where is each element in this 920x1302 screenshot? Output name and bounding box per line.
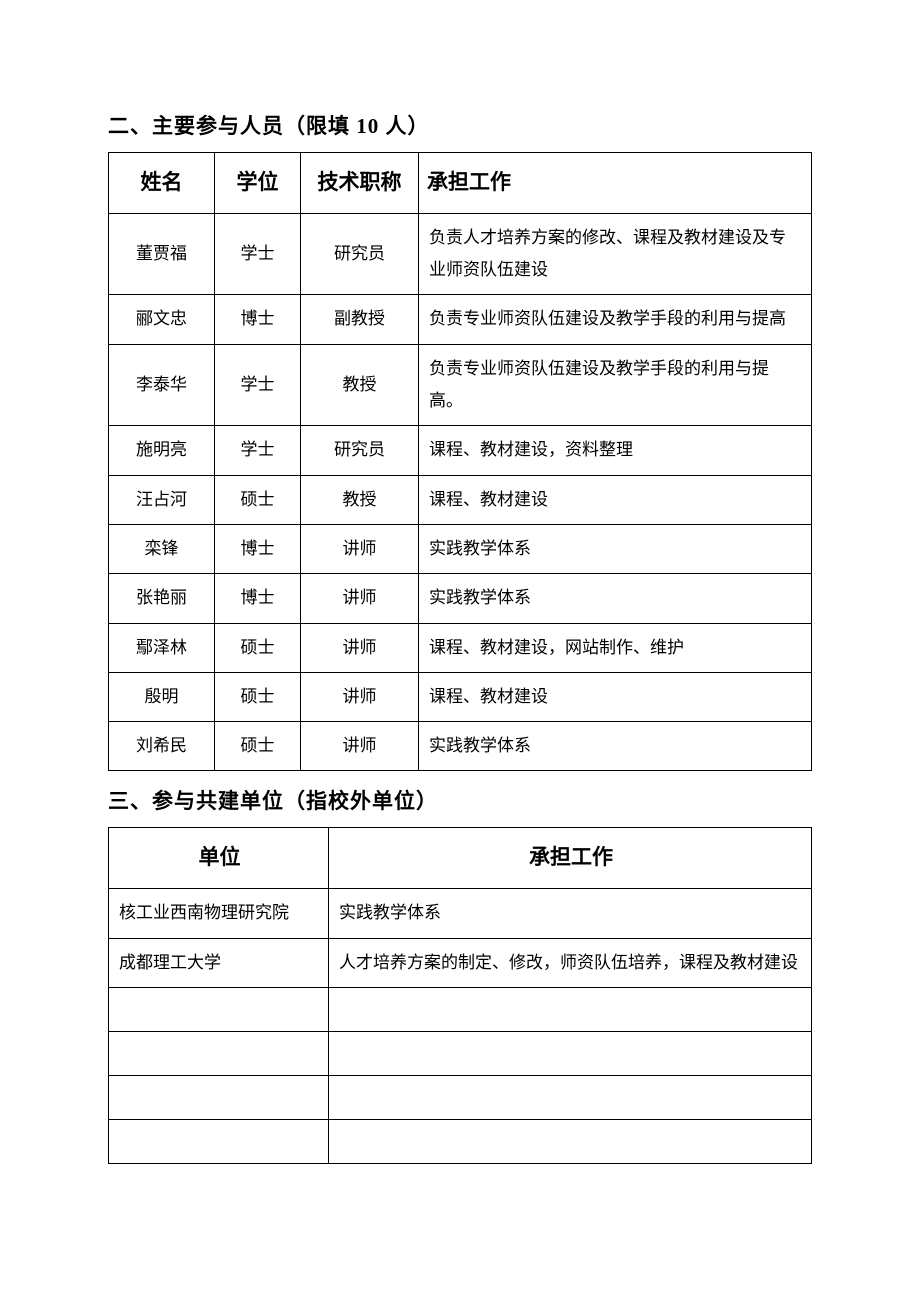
cell-name: 汪占河 bbox=[109, 475, 215, 524]
cell-name: 郦文忠 bbox=[109, 295, 215, 344]
col-header-unit: 单位 bbox=[109, 828, 329, 889]
table-row: 成都理工大学 人才培养方案的制定、修改，师资队伍培养，课程及教材建设 bbox=[109, 938, 812, 987]
cell-unit: 成都理工大学 bbox=[109, 938, 329, 987]
cell-work: 负责专业师资队伍建设及教学手段的利用与提高。 bbox=[419, 344, 812, 426]
cell-title: 教授 bbox=[301, 344, 419, 426]
cell-title: 讲师 bbox=[301, 672, 419, 721]
section1-heading: 二、主要参与人员（限填 10 人） bbox=[108, 110, 812, 140]
cell-name: 刘希民 bbox=[109, 722, 215, 771]
table-row bbox=[109, 1075, 812, 1119]
cell-unit-work: 实践教学体系 bbox=[329, 889, 812, 938]
cell-degree: 博士 bbox=[215, 295, 301, 344]
col-header-name: 姓名 bbox=[109, 153, 215, 214]
cell-work: 实践教学体系 bbox=[419, 722, 812, 771]
cell-title: 讲师 bbox=[301, 623, 419, 672]
cell-degree: 硕士 bbox=[215, 722, 301, 771]
cell-degree: 硕士 bbox=[215, 672, 301, 721]
section2-heading: 三、参与共建单位（指校外单位） bbox=[108, 785, 812, 815]
cell-title: 研究员 bbox=[301, 426, 419, 475]
cell-degree: 博士 bbox=[215, 574, 301, 623]
table-row bbox=[109, 1031, 812, 1075]
cell-name: 鄢泽林 bbox=[109, 623, 215, 672]
participants-table: 姓名 学位 技术职称 承担工作 董贾福 学士 研究员 负责人才培养方案的修改、课… bbox=[108, 152, 812, 771]
table-row: 施明亮 学士 研究员 课程、教材建设，资料整理 bbox=[109, 426, 812, 475]
table-row: 栾锋 博士 讲师 实践教学体系 bbox=[109, 524, 812, 573]
cell-title: 研究员 bbox=[301, 213, 419, 295]
cell-degree: 博士 bbox=[215, 524, 301, 573]
col-header-degree: 学位 bbox=[215, 153, 301, 214]
col-header-work: 承担工作 bbox=[419, 153, 812, 214]
table-row: 李泰华 学士 教授 负责专业师资队伍建设及教学手段的利用与提高。 bbox=[109, 344, 812, 426]
cell-unit bbox=[109, 1075, 329, 1119]
partner-units-table: 单位 承担工作 核工业西南物理研究院 实践教学体系 成都理工大学 人才培养方案的… bbox=[108, 827, 812, 1163]
table-row: 刘希民 硕士 讲师 实践教学体系 bbox=[109, 722, 812, 771]
col-header-unit-work: 承担工作 bbox=[329, 828, 812, 889]
cell-unit bbox=[109, 1119, 329, 1163]
cell-title: 讲师 bbox=[301, 722, 419, 771]
cell-title: 副教授 bbox=[301, 295, 419, 344]
cell-name: 李泰华 bbox=[109, 344, 215, 426]
cell-unit-work bbox=[329, 1075, 812, 1119]
table-row bbox=[109, 987, 812, 1031]
cell-name: 殷明 bbox=[109, 672, 215, 721]
cell-work: 课程、教材建设 bbox=[419, 672, 812, 721]
table-row: 汪占河 硕士 教授 课程、教材建设 bbox=[109, 475, 812, 524]
cell-work: 负责专业师资队伍建设及教学手段的利用与提高 bbox=[419, 295, 812, 344]
cell-name: 施明亮 bbox=[109, 426, 215, 475]
table-row: 张艳丽 博士 讲师 实践教学体系 bbox=[109, 574, 812, 623]
col-header-title: 技术职称 bbox=[301, 153, 419, 214]
cell-degree: 硕士 bbox=[215, 475, 301, 524]
cell-unit-work bbox=[329, 1119, 812, 1163]
cell-unit: 核工业西南物理研究院 bbox=[109, 889, 329, 938]
cell-degree: 硕士 bbox=[215, 623, 301, 672]
cell-title: 讲师 bbox=[301, 574, 419, 623]
cell-work: 课程、教材建设，网站制作、维护 bbox=[419, 623, 812, 672]
cell-unit-work: 人才培养方案的制定、修改，师资队伍培养，课程及教材建设 bbox=[329, 938, 812, 987]
cell-unit bbox=[109, 1031, 329, 1075]
table-row: 殷明 硕士 讲师 课程、教材建设 bbox=[109, 672, 812, 721]
cell-unit-work bbox=[329, 987, 812, 1031]
cell-work: 课程、教材建设 bbox=[419, 475, 812, 524]
table-row: 郦文忠 博士 副教授 负责专业师资队伍建设及教学手段的利用与提高 bbox=[109, 295, 812, 344]
cell-name: 张艳丽 bbox=[109, 574, 215, 623]
table-row: 鄢泽林 硕士 讲师 课程、教材建设，网站制作、维护 bbox=[109, 623, 812, 672]
cell-work: 负责人才培养方案的修改、课程及教材建设及专业师资队伍建设 bbox=[419, 213, 812, 295]
table-row: 核工业西南物理研究院 实践教学体系 bbox=[109, 889, 812, 938]
cell-title: 讲师 bbox=[301, 524, 419, 573]
cell-work: 课程、教材建设，资料整理 bbox=[419, 426, 812, 475]
cell-unit-work bbox=[329, 1031, 812, 1075]
table-header-row: 单位 承担工作 bbox=[109, 828, 812, 889]
cell-degree: 学士 bbox=[215, 344, 301, 426]
cell-work: 实践教学体系 bbox=[419, 574, 812, 623]
cell-title: 教授 bbox=[301, 475, 419, 524]
table-row: 董贾福 学士 研究员 负责人才培养方案的修改、课程及教材建设及专业师资队伍建设 bbox=[109, 213, 812, 295]
cell-name: 董贾福 bbox=[109, 213, 215, 295]
cell-work: 实践教学体系 bbox=[419, 524, 812, 573]
table-row bbox=[109, 1119, 812, 1163]
cell-degree: 学士 bbox=[215, 426, 301, 475]
cell-name: 栾锋 bbox=[109, 524, 215, 573]
cell-degree: 学士 bbox=[215, 213, 301, 295]
cell-unit bbox=[109, 987, 329, 1031]
table-header-row: 姓名 学位 技术职称 承担工作 bbox=[109, 153, 812, 214]
